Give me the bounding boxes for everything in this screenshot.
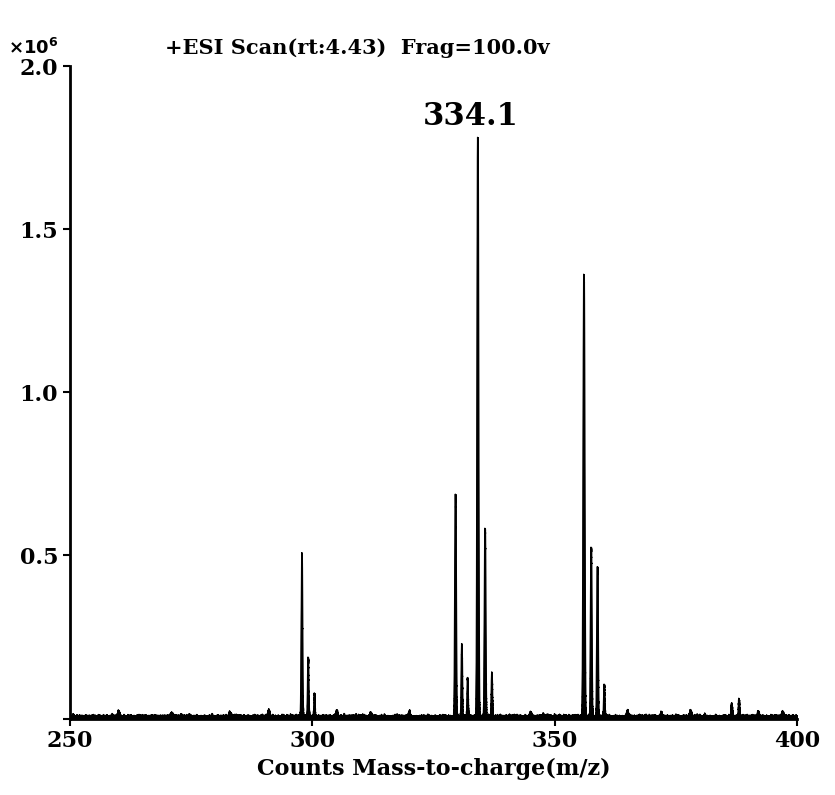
Text: +ESI Scan(rt:4.43)  Frag=100.0v: +ESI Scan(rt:4.43) Frag=100.0v [164, 38, 549, 59]
Text: $\mathbf{\times10^6}$: $\mathbf{\times10^6}$ [8, 38, 58, 59]
Text: 334.1: 334.1 [423, 100, 519, 131]
X-axis label: Counts Mass-to-charge(m/z): Counts Mass-to-charge(m/z) [256, 758, 610, 780]
